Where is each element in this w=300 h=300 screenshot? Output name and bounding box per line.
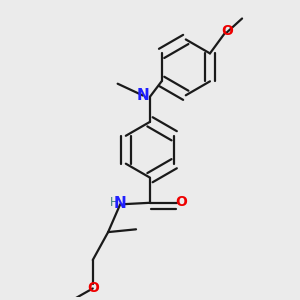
Text: H: H <box>110 196 119 209</box>
Text: N: N <box>136 88 149 103</box>
Text: O: O <box>221 24 233 38</box>
Text: N: N <box>114 196 127 211</box>
Text: O: O <box>87 281 99 296</box>
Text: O: O <box>175 195 187 209</box>
